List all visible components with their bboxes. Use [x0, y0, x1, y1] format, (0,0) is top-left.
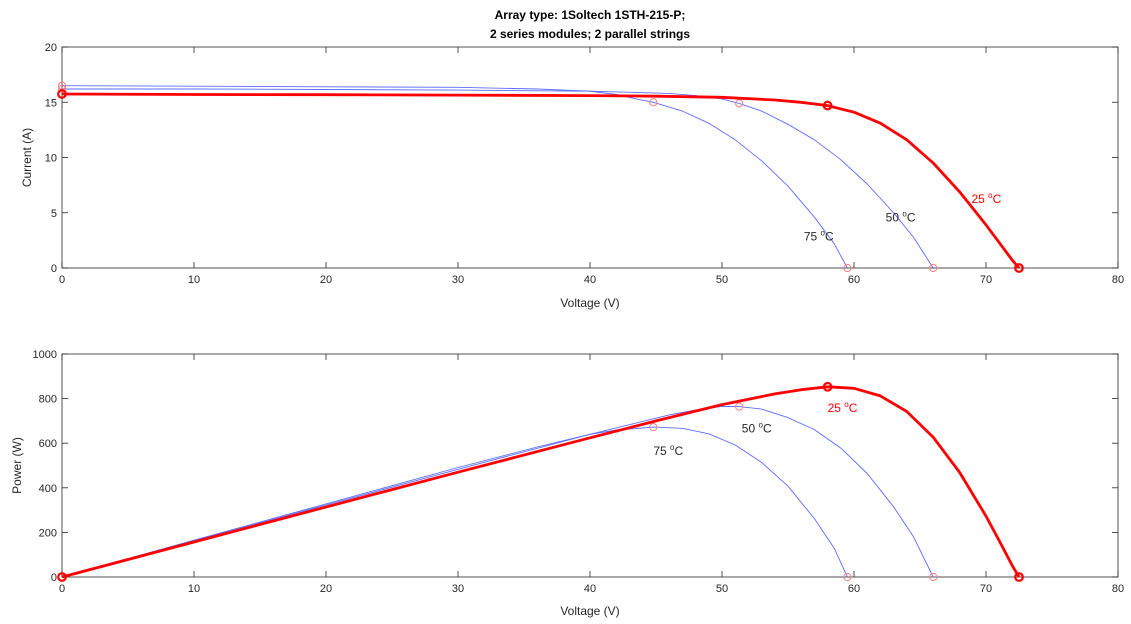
- chart-title-line-1: Array type: 1Soltech 1STH-215-P;: [495, 8, 686, 22]
- data-point-marker: [57, 89, 67, 99]
- y-tick-label: 200: [39, 527, 57, 539]
- series-line-1: [62, 88, 934, 269]
- degree-mark: o: [902, 210, 907, 219]
- chart-title-line-2: 2 series modules; 2 parallel strings: [490, 27, 690, 41]
- y-tick-label: 400: [39, 483, 57, 495]
- x-axis-label: Voltage (V): [560, 296, 619, 310]
- temperature-value: 25: [971, 192, 988, 206]
- x-tick-label: 30: [452, 583, 464, 595]
- data-point-marker: [57, 84, 67, 94]
- data-point-marker: [1014, 572, 1024, 582]
- degree-mark: o: [821, 228, 826, 237]
- y-tick-label: 15: [45, 97, 57, 109]
- x-tick-label: 0: [59, 583, 65, 595]
- series-line-2: [61, 85, 848, 269]
- series-line-0: [61, 385, 1021, 579]
- plot-axes-box: [61, 46, 1119, 269]
- x-tick-label: 30: [452, 274, 464, 286]
- y-tick-label: 10: [45, 153, 57, 165]
- y-tick-label: 5: [51, 208, 57, 220]
- temperature-value: 50: [886, 211, 903, 225]
- y-tick-label: 20: [45, 42, 57, 54]
- temperature-label: 50 oC: [742, 420, 772, 435]
- y-tick-label: 800: [39, 394, 57, 406]
- y-axis-label: Current (A): [20, 128, 34, 187]
- x-tick-label: 80: [1112, 583, 1124, 595]
- x-tick-label: 20: [320, 583, 332, 595]
- data-point-marker: [57, 572, 67, 582]
- temperature-value: 75: [804, 229, 821, 243]
- x-tick-label: 20: [320, 274, 332, 286]
- temperature-label: 75 oC: [804, 228, 834, 243]
- data-point-marker: [843, 263, 852, 273]
- data-point-marker: [649, 423, 658, 432]
- series-line-0: [61, 92, 1021, 269]
- temperature-value: 75: [653, 444, 670, 458]
- degree-mark: o: [988, 191, 993, 200]
- temperature-label: 25 oC: [828, 400, 858, 415]
- temperature-unit: C: [675, 444, 684, 458]
- iv-curve-plot: 0 10 20 30 40 50 60 70 80 0 5 10 15 20 Voltage (V) Curr…: [20, 42, 1124, 310]
- data-point-marker: [735, 99, 744, 108]
- data-point-marker: [1014, 263, 1024, 273]
- x-tick-label: 40: [584, 583, 596, 595]
- temperature-value: 25: [828, 401, 845, 415]
- temperature-unit: C: [849, 401, 858, 415]
- degree-mark: o: [758, 420, 763, 429]
- temperature-unit: C: [763, 421, 772, 435]
- y-tick-label: 0: [51, 572, 57, 584]
- x-axis-label: Voltage (V): [560, 604, 619, 618]
- temperature-unit: C: [907, 211, 916, 225]
- data-point-marker: [649, 98, 658, 107]
- plot-axes-box: [61, 353, 1119, 578]
- y-tick-label: 1000: [33, 349, 57, 361]
- x-tick-label: 80: [1112, 274, 1124, 286]
- series-line-2: [61, 426, 848, 578]
- x-tick-label: 10: [188, 583, 200, 595]
- data-point-marker: [822, 100, 833, 111]
- x-tick-label: 50: [716, 583, 728, 595]
- temperature-unit: C: [993, 192, 1002, 206]
- data-point-marker: [929, 263, 938, 273]
- x-tick-label: 50: [716, 274, 728, 286]
- x-tick-label: 60: [848, 274, 860, 286]
- y-tick-label: 600: [39, 438, 57, 450]
- temperature-unit: C: [825, 229, 834, 243]
- temperature-label: 75 oC: [653, 443, 683, 458]
- y-tick-label: 0: [51, 263, 57, 275]
- data-point-marker: [822, 381, 833, 392]
- temperature-label: 50 oC: [886, 210, 916, 225]
- x-tick-label: 70: [980, 274, 992, 286]
- pv-curve-plot: 0 10 20 30 40 50 60 70 8002004006008001000Voltag…: [10, 349, 1124, 618]
- data-point-marker: [929, 572, 938, 582]
- degree-mark: o: [844, 400, 849, 409]
- temperature-label: 25 oC: [971, 191, 1001, 206]
- temperature-value: 50: [742, 421, 759, 435]
- x-tick-label: 60: [848, 583, 860, 595]
- y-axis-label: Power (W): [10, 437, 24, 494]
- x-tick-label: 70: [980, 583, 992, 595]
- data-point-marker: [735, 402, 744, 411]
- x-tick-label: 10: [188, 274, 200, 286]
- x-tick-label: 0: [59, 274, 65, 286]
- data-point-marker: [843, 572, 852, 582]
- degree-mark: o: [670, 443, 675, 452]
- x-tick-label: 40: [584, 274, 596, 286]
- series-line-1: [61, 405, 934, 578]
